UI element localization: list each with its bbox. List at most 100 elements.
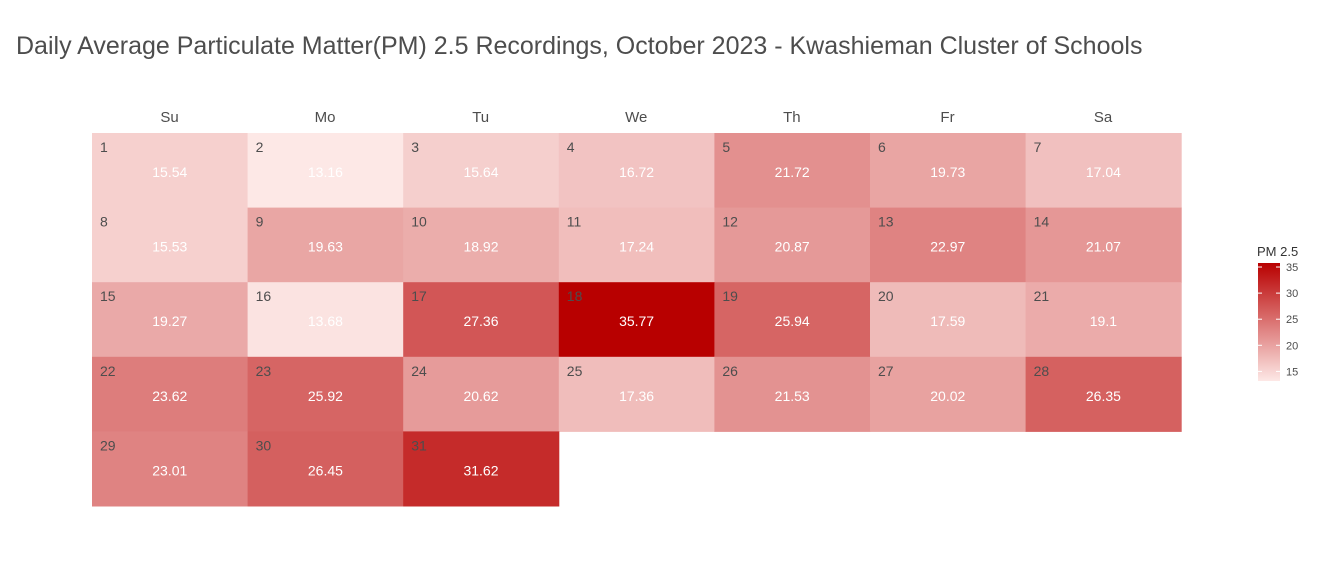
- calendar-cell: 15 19.27: [92, 282, 249, 358]
- cell-rect: [92, 356, 249, 432]
- value-label: 25.94: [775, 313, 810, 329]
- value-label: 16.72: [619, 164, 654, 180]
- cell-rect: [870, 207, 1027, 283]
- cell-rect: [558, 207, 715, 283]
- legend-tick-label: 35: [1286, 262, 1298, 274]
- legend-tick-label: 30: [1286, 288, 1298, 300]
- calendar-cell: 21 19.1: [1025, 282, 1182, 358]
- value-label: 19.63: [308, 239, 343, 255]
- day-number-label: 17: [411, 288, 427, 304]
- value-label: 21.07: [1086, 239, 1121, 255]
- cell-rect: [247, 431, 404, 507]
- day-number-label: 3: [411, 139, 419, 155]
- legend-tick-label: 15: [1286, 366, 1298, 378]
- calendar-cell: 717.04: [1025, 133, 1182, 209]
- calendar-cell: 14 21.07: [1025, 207, 1182, 283]
- day-number-label: 10: [411, 214, 427, 230]
- cell-rect: [1025, 207, 1182, 283]
- day-number-label: 25: [567, 363, 583, 379]
- weekday-header-we: We: [625, 109, 648, 126]
- cell-rect: [403, 133, 560, 209]
- cell-rect: [558, 356, 715, 432]
- value-label: 18.92: [463, 239, 498, 255]
- calendar-cell: 24 20.62: [403, 356, 560, 432]
- value-label: 21.53: [775, 388, 810, 404]
- calendar-cell: 25 17.36: [558, 356, 715, 432]
- calendar-cell: 27 20.02: [870, 356, 1027, 432]
- calendar-cell: 315.64: [403, 133, 560, 209]
- weekday-header-tu: Tu: [472, 109, 490, 126]
- legend-tick-label: 20: [1286, 340, 1298, 352]
- value-label: 19.27: [152, 313, 187, 329]
- weekday-header-mo: Mo: [314, 109, 336, 126]
- value-label: 17.59: [930, 313, 965, 329]
- calendar-cell: 815.53: [92, 207, 249, 283]
- cell-rect: [870, 133, 1027, 209]
- value-label: 20.62: [463, 388, 498, 404]
- value-label: 17.36: [619, 388, 654, 404]
- day-number-label: 20: [878, 288, 894, 304]
- cell-rect: [870, 356, 1027, 432]
- weekday-header-th: Th: [783, 109, 801, 126]
- day-number-label: 13: [878, 214, 894, 230]
- cell-rect: [247, 207, 404, 283]
- legend-colorbar: [1258, 263, 1280, 381]
- calendar-cell: 12 20.87: [714, 207, 871, 283]
- value-label: 27.36: [463, 313, 498, 329]
- cell-rect: [1025, 133, 1182, 209]
- value-label: 13.68: [308, 313, 343, 329]
- calendar-cell: 521.72: [714, 133, 871, 209]
- value-label: 17.04: [1086, 164, 1121, 180]
- value-label: 15.64: [463, 164, 498, 180]
- legend-tick-label: 25: [1286, 314, 1298, 326]
- day-number-label: 4: [567, 139, 575, 155]
- value-label: 25.92: [308, 388, 343, 404]
- value-label: 19.1: [1090, 313, 1117, 329]
- calendar-cell: 115.54: [92, 133, 249, 209]
- legend-title: PM 2.5: [1257, 244, 1299, 259]
- cell-rect: [403, 431, 560, 507]
- calendar-cell: 20 17.59: [870, 282, 1027, 358]
- calendar-cell: 13 22.97: [870, 207, 1027, 283]
- cell-rect: [247, 356, 404, 432]
- cell-rect: [558, 282, 715, 358]
- day-number-label: 21: [1034, 288, 1050, 304]
- value-label: 31.62: [463, 462, 498, 478]
- day-number-label: 2: [256, 139, 264, 155]
- value-label: 23.01: [152, 462, 187, 478]
- value-label: 15.54: [152, 164, 187, 180]
- day-number-label: 23: [256, 363, 272, 379]
- value-label: 26.35: [1086, 388, 1121, 404]
- cell-rect: [558, 133, 715, 209]
- cell-rect: [1025, 282, 1182, 358]
- cell-rect: [870, 282, 1027, 358]
- day-number-label: 27: [878, 363, 894, 379]
- calendar-cell: 18 35.77: [558, 282, 715, 358]
- cell-rect: [403, 356, 560, 432]
- cell-rect: [714, 207, 871, 283]
- cell-rect: [714, 133, 871, 209]
- value-label: 15.53: [152, 239, 187, 255]
- day-number-label: 14: [1034, 214, 1050, 230]
- cell-rect: [403, 282, 560, 358]
- value-label: 19.73: [930, 164, 965, 180]
- weekday-header-su: Su: [160, 109, 179, 126]
- value-label: 21.72: [775, 164, 810, 180]
- value-label: 26.45: [308, 462, 343, 478]
- weekday-header-sa: Sa: [1093, 109, 1113, 126]
- day-number-label: 16: [256, 288, 272, 304]
- day-number-label: 5: [722, 139, 730, 155]
- day-number-label: 8: [100, 214, 108, 230]
- day-number-label: 30: [256, 437, 272, 453]
- cell-rect: [92, 282, 249, 358]
- cell-rect: [714, 282, 871, 358]
- calendar-cell: 919.63: [247, 207, 404, 283]
- day-number-label: 1: [100, 139, 108, 155]
- calendar-cell: 29 23.01: [92, 431, 249, 507]
- cell-rect: [92, 133, 249, 209]
- day-number-label: 15: [100, 288, 116, 304]
- day-number-label: 18: [567, 288, 583, 304]
- value-label: 22.97: [930, 239, 965, 255]
- day-number-label: 11: [567, 214, 582, 230]
